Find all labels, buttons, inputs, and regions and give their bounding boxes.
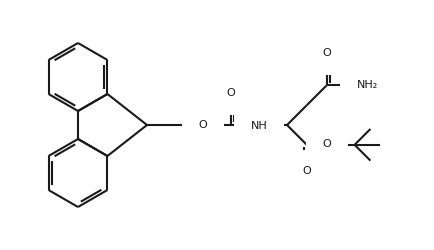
Text: O: O bbox=[322, 139, 331, 149]
Text: O: O bbox=[322, 48, 331, 58]
Text: NH₂: NH₂ bbox=[357, 80, 378, 90]
Text: O: O bbox=[227, 88, 235, 98]
Text: O: O bbox=[199, 120, 207, 130]
Text: NH: NH bbox=[250, 121, 267, 131]
Text: O: O bbox=[302, 166, 311, 176]
